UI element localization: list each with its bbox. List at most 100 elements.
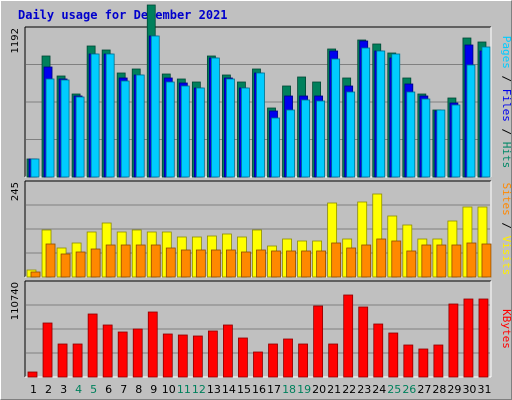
bar-kbytes-1 xyxy=(27,371,38,378)
y-max-label: 1192 xyxy=(10,28,21,53)
bar-sites-6 xyxy=(105,244,116,278)
bar-kbytes-16 xyxy=(253,351,263,378)
bar-pages-23 xyxy=(361,47,371,178)
bar-sites-19 xyxy=(301,250,311,278)
bar-pages-17 xyxy=(271,117,280,178)
x-tick-label-9: 9 xyxy=(150,383,157,396)
legend-part-0: KBytes xyxy=(500,309,512,349)
bar-pages-11 xyxy=(180,85,190,178)
x-tick-label-26: 26 xyxy=(402,383,416,396)
y-max-label: 110740 xyxy=(10,282,21,320)
bar-pages-28 xyxy=(436,109,446,178)
bar-sites-9 xyxy=(150,244,161,278)
bar-pages-1 xyxy=(30,158,40,178)
legend-part-3: / xyxy=(500,122,512,142)
bar-sites-31 xyxy=(481,243,492,278)
bar-kbytes-10 xyxy=(162,333,173,378)
right-legend-bottom: KBytes xyxy=(500,309,512,349)
x-tick-label-10: 10 xyxy=(162,383,176,396)
bar-pages-24 xyxy=(376,50,386,178)
x-tick-label-6: 6 xyxy=(105,383,112,396)
bar-sites-16 xyxy=(256,249,266,278)
bar-pages-13 xyxy=(210,57,220,178)
bar-sites-27 xyxy=(421,244,432,278)
x-tick-label-16: 16 xyxy=(252,383,266,396)
bar-sites-4 xyxy=(75,251,86,278)
bar-kbytes-8 xyxy=(132,328,143,378)
bar-sites-12 xyxy=(195,249,206,278)
bar-sites-17 xyxy=(271,250,281,278)
x-tick-label-31: 31 xyxy=(477,383,491,396)
legend-part-0: Sites xyxy=(500,183,512,216)
bar-sites-1 xyxy=(30,271,41,278)
bar-pages-19 xyxy=(301,99,310,178)
x-tick-label-17: 17 xyxy=(267,383,281,396)
bar-kbytes-15 xyxy=(238,337,248,378)
bar-sites-26 xyxy=(406,250,417,278)
chart-panel-middle: 245 Sites / Visits xyxy=(10,180,512,278)
x-tick-label-8: 8 xyxy=(135,383,142,396)
bar-pages-16 xyxy=(256,72,265,178)
bar-kbytes-22 xyxy=(343,294,354,378)
x-tick-label-30: 30 xyxy=(462,383,476,396)
bar-pages-26 xyxy=(406,91,416,178)
bar-kbytes-19 xyxy=(298,343,308,378)
bar-sites-29 xyxy=(451,244,462,278)
bar-pages-5 xyxy=(90,53,100,178)
bar-sites-24 xyxy=(376,238,387,278)
bar-pages-15 xyxy=(241,87,250,178)
bar-sites-25 xyxy=(391,240,402,278)
bar-kbytes-31 xyxy=(478,298,489,378)
chart-title: Daily usage for December 2021 xyxy=(18,8,228,22)
bar-kbytes-14 xyxy=(223,324,233,378)
bar-kbytes-13 xyxy=(207,330,218,378)
x-tick-label-18: 18 xyxy=(282,383,296,396)
x-tick-label-1: 1 xyxy=(30,383,37,396)
bar-kbytes-21 xyxy=(328,343,339,378)
bar-pages-14 xyxy=(226,78,235,178)
bar-kbytes-7 xyxy=(117,331,128,378)
bar-pages-12 xyxy=(195,87,205,178)
right-legend-middle: Sites / Visits xyxy=(500,183,512,276)
x-tick-label-3: 3 xyxy=(60,383,67,396)
x-tick-label-27: 27 xyxy=(417,383,431,396)
bar-sites-18 xyxy=(286,250,296,278)
bar-pages-21 xyxy=(331,58,341,178)
x-tick-label-20: 20 xyxy=(312,383,326,396)
bar-kbytes-30 xyxy=(463,298,474,378)
bar-sites-3 xyxy=(60,253,71,278)
bar-kbytes-24 xyxy=(373,323,384,378)
bar-pages-2 xyxy=(45,78,55,178)
x-tick-label-28: 28 xyxy=(432,383,446,396)
bar-sites-10 xyxy=(165,247,176,278)
bar-pages-9 xyxy=(150,35,160,178)
bar-kbytes-11 xyxy=(177,334,188,378)
bar-kbytes-3 xyxy=(57,343,68,378)
x-tick-label-12: 12 xyxy=(192,383,206,396)
bar-sites-14 xyxy=(226,249,236,278)
bar-sites-13 xyxy=(210,249,221,278)
x-tick-label-19: 19 xyxy=(297,383,311,396)
bar-kbytes-4 xyxy=(72,343,83,378)
bar-pages-10 xyxy=(165,81,175,178)
bar-pages-29 xyxy=(451,104,461,178)
legend-part-4: Hits xyxy=(500,142,512,169)
chart-panel-top: 1192 Pages / Files / Hits xyxy=(10,4,512,178)
bar-pages-3 xyxy=(60,79,70,178)
bar-sites-22 xyxy=(346,247,357,278)
bar-pages-27 xyxy=(421,98,431,178)
bar-kbytes-26 xyxy=(403,344,414,378)
bar-kbytes-29 xyxy=(448,303,459,378)
bar-kbytes-18 xyxy=(283,338,293,378)
bar-pages-20 xyxy=(316,100,326,178)
right-legend-top: Pages / Files / Hits xyxy=(500,36,512,169)
x-tick-label-7: 7 xyxy=(120,383,127,396)
bar-pages-4 xyxy=(75,96,85,178)
legend-part-0: Pages xyxy=(500,36,512,69)
chart-panel-bottom: 110740 KBytes xyxy=(10,280,512,378)
x-tick-label-24: 24 xyxy=(372,383,386,396)
bar-pages-18 xyxy=(286,109,295,178)
x-tick-label-11: 11 xyxy=(177,383,191,396)
bar-kbytes-12 xyxy=(192,335,203,378)
